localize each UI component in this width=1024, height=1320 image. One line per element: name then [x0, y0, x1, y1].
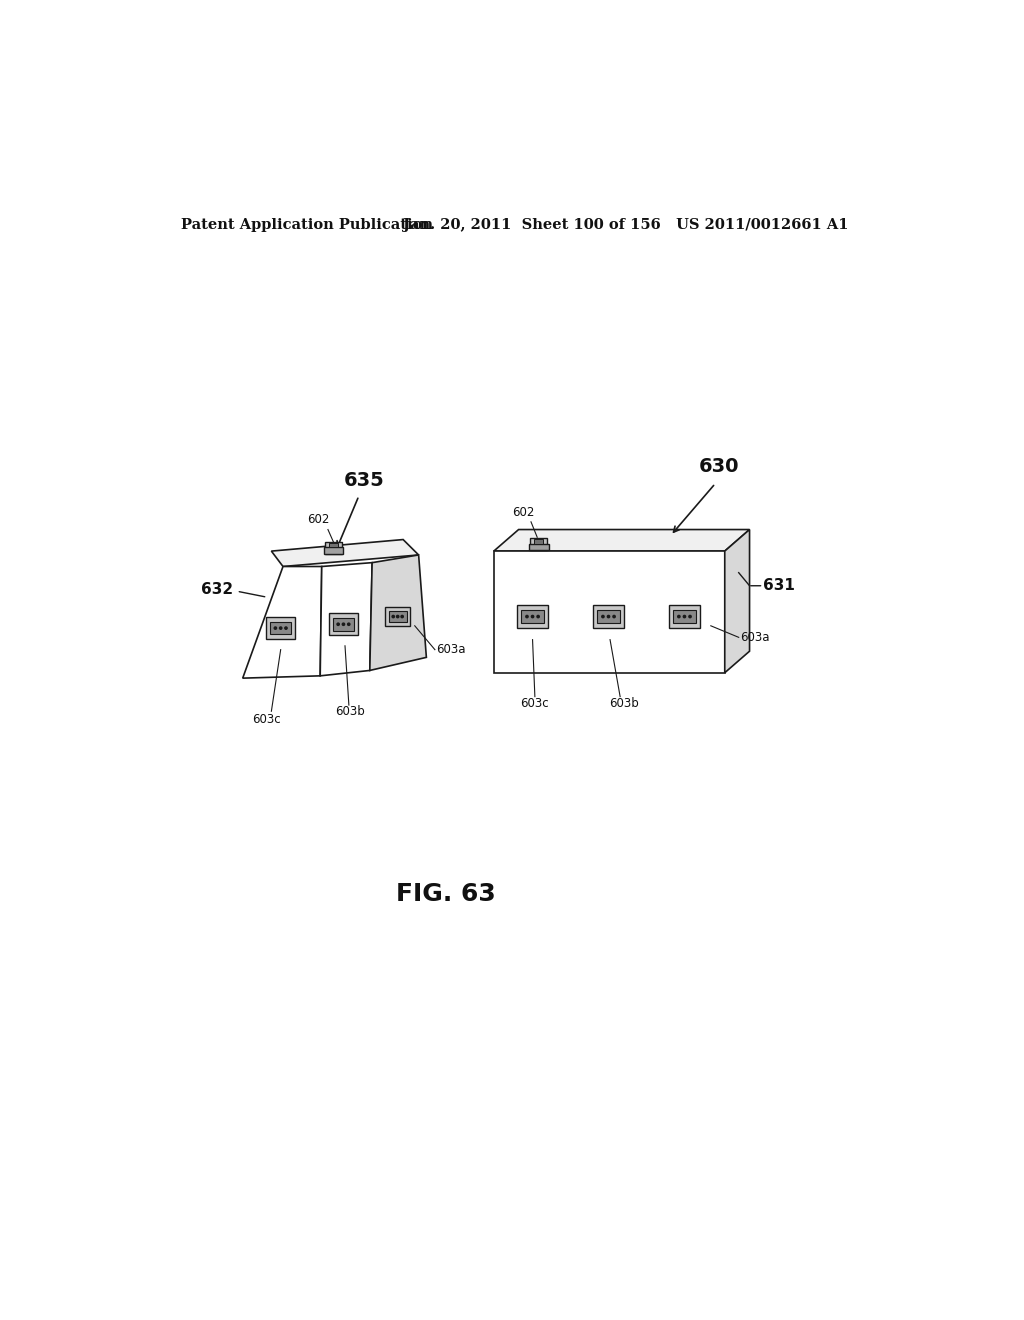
- Text: Patent Application Publication: Patent Application Publication: [180, 218, 433, 232]
- Text: Jan. 20, 2011  Sheet 100 of 156   US 2011/0012661 A1: Jan. 20, 2011 Sheet 100 of 156 US 2011/0…: [403, 218, 849, 232]
- Text: 603a: 603a: [436, 643, 466, 656]
- Text: 635: 635: [344, 470, 385, 490]
- Polygon shape: [494, 552, 725, 673]
- Circle shape: [337, 623, 339, 626]
- Bar: [529, 544, 549, 550]
- Text: 632: 632: [201, 582, 232, 597]
- Circle shape: [280, 627, 282, 630]
- Polygon shape: [321, 562, 372, 676]
- Text: 631: 631: [764, 578, 796, 593]
- Circle shape: [347, 623, 350, 626]
- Circle shape: [401, 615, 403, 618]
- Bar: [389, 611, 407, 622]
- Bar: [517, 605, 548, 628]
- Circle shape: [285, 627, 287, 630]
- Circle shape: [678, 615, 680, 618]
- Polygon shape: [494, 529, 750, 552]
- Bar: [266, 618, 295, 639]
- Text: 602: 602: [306, 513, 329, 527]
- Polygon shape: [725, 529, 750, 673]
- Bar: [329, 543, 338, 548]
- Text: 602: 602: [512, 506, 535, 519]
- Text: 603a: 603a: [740, 631, 770, 644]
- Bar: [333, 618, 354, 631]
- Bar: [270, 622, 291, 635]
- Bar: [530, 539, 547, 550]
- Bar: [521, 610, 544, 623]
- Polygon shape: [370, 554, 426, 671]
- Circle shape: [525, 615, 528, 618]
- Circle shape: [613, 615, 615, 618]
- Circle shape: [392, 615, 394, 618]
- Polygon shape: [243, 566, 322, 678]
- Text: 603c: 603c: [520, 697, 549, 710]
- Text: 603b: 603b: [609, 697, 639, 710]
- Circle shape: [607, 615, 609, 618]
- Polygon shape: [271, 540, 419, 566]
- Bar: [593, 605, 624, 628]
- Bar: [325, 543, 342, 554]
- Circle shape: [531, 615, 534, 618]
- Circle shape: [396, 615, 399, 618]
- Bar: [597, 610, 620, 623]
- Circle shape: [342, 623, 345, 626]
- Text: FIG. 63: FIG. 63: [396, 882, 496, 906]
- Bar: [669, 605, 700, 628]
- Text: 630: 630: [698, 457, 738, 475]
- Bar: [674, 610, 695, 623]
- Bar: [329, 614, 358, 635]
- Text: 603c: 603c: [252, 713, 281, 726]
- Bar: [324, 548, 343, 554]
- Circle shape: [683, 615, 686, 618]
- Circle shape: [689, 615, 691, 618]
- Circle shape: [602, 615, 604, 618]
- Circle shape: [537, 615, 540, 618]
- Circle shape: [274, 627, 276, 630]
- Text: 603b: 603b: [336, 705, 366, 718]
- Bar: [385, 607, 410, 626]
- Bar: [535, 540, 544, 544]
